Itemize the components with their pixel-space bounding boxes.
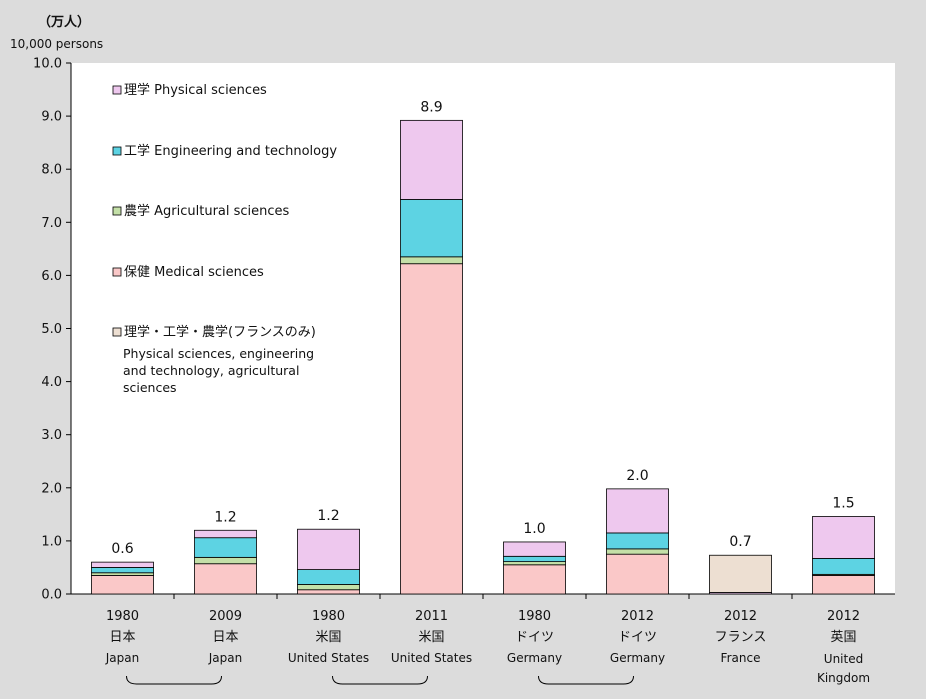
bar-segment [606, 488, 669, 534]
x-year-label: 1980 [518, 609, 551, 624]
bar-segment [709, 554, 772, 593]
x-year-label: 2011 [415, 609, 448, 624]
x-year-label: 2012 [621, 609, 654, 624]
x-country-en-label: Germany [610, 651, 665, 665]
x-country-jp-label: ドイツ [515, 630, 554, 645]
x-country-jp-label: 米国 [315, 630, 341, 645]
legend-swatch [112, 206, 122, 216]
bar-segment [812, 516, 875, 559]
x-country-en-label: United States [288, 651, 369, 665]
bar-segment [606, 532, 669, 550]
bar-segment [812, 575, 875, 595]
bar-segment [194, 529, 257, 539]
x-country-jp-label: ドイツ [618, 630, 657, 645]
y-unit-label-jp: （万人） [38, 15, 91, 30]
legend-label: 工学 Engineering and technology [124, 143, 337, 159]
y-unit-label-en: 10,000 persons [10, 37, 104, 51]
x-country-en-label: France [721, 651, 761, 665]
x-year-label: 2012 [724, 609, 757, 624]
bar-total-label: 1.2 [214, 509, 236, 525]
bar-segment [91, 561, 154, 568]
legend-label: 理学・工学・農学(フランスのみ) [124, 324, 316, 340]
bar-segment [400, 263, 463, 595]
bar-segment [503, 541, 566, 557]
x-country-en-label: United States [391, 651, 472, 665]
bar-total-label: 0.7 [729, 534, 751, 550]
bar-segment [91, 567, 154, 574]
bar-segment [606, 553, 669, 595]
x-year-label: 2009 [209, 609, 242, 624]
bar-segment [400, 199, 463, 258]
group-bracket [332, 675, 428, 685]
y-tick-label: 0.0 [41, 588, 62, 603]
legend-swatch [112, 146, 122, 156]
y-tick-label: 8.0 [41, 163, 62, 178]
bar-segment [400, 119, 463, 200]
bar-total-label: 8.9 [420, 99, 442, 115]
y-tick-label: 10.0 [33, 57, 62, 72]
y-tick-label: 3.0 [41, 428, 62, 443]
bar-total-label: 0.6 [111, 541, 133, 557]
bar-segment [812, 558, 875, 575]
x-country-jp-label: 英国 [830, 630, 856, 645]
x-country-en-label: Japan [208, 651, 242, 665]
bar-segment [194, 563, 257, 595]
plot-area [71, 63, 895, 594]
group-bracket [538, 675, 634, 685]
y-tick-label: 7.0 [41, 216, 62, 231]
bar-segment [297, 569, 360, 585]
y-tick-label: 9.0 [41, 110, 62, 125]
x-country-jp-label: 日本 [212, 630, 238, 645]
x-year-label: 1980 [312, 609, 345, 624]
x-country-en-label: Germany [507, 651, 562, 665]
bar-segment [194, 556, 257, 565]
bar-segment [606, 548, 669, 555]
bar-segment [503, 555, 566, 563]
bar-segment [503, 561, 566, 566]
bar-total-label: 1.5 [832, 495, 854, 511]
legend-swatch [112, 85, 122, 95]
x-country-jp-label: 米国 [418, 630, 444, 645]
group-bracket [126, 675, 222, 685]
bar-segment [194, 537, 257, 558]
y-tick-label: 1.0 [41, 534, 62, 549]
x-country-jp-label: 日本 [109, 630, 135, 645]
bar-total-label: 2.0 [626, 468, 648, 484]
legend-label: 農学 Agricultural sciences [124, 203, 290, 219]
x-country-jp-label: フランス [715, 630, 767, 645]
legend-label-extra: Physical sciences, engineering [123, 346, 314, 361]
legend-label-extra: and technology, agricultural [123, 363, 299, 378]
legend-swatch [112, 327, 122, 337]
x-year-label: 2012 [827, 609, 860, 624]
y-tick-label: 6.0 [41, 269, 62, 284]
legend-label: 保健 Medical sciences [124, 265, 264, 280]
y-tick-label: 2.0 [41, 481, 62, 496]
legend-label-extra: sciences [123, 380, 177, 395]
bar-total-label: 1.2 [317, 508, 339, 524]
legend-swatch [112, 267, 122, 277]
x-country-en-label: Kingdom [817, 671, 870, 685]
bar-total-label: 1.0 [523, 521, 545, 537]
bar-segment [400, 256, 463, 265]
bar-segment [297, 589, 360, 595]
bar-segment [503, 564, 566, 595]
y-tick-label: 5.0 [41, 322, 62, 337]
x-year-label: 1980 [106, 609, 139, 624]
legend-label: 理学 Physical sciences [124, 82, 267, 98]
x-country-en-label: Japan [105, 651, 139, 665]
bar-segment [297, 528, 360, 570]
y-tick-label: 4.0 [41, 375, 62, 390]
x-country-en-label: United [824, 652, 863, 666]
bar-segment [297, 584, 360, 591]
bar-segment [91, 575, 154, 595]
